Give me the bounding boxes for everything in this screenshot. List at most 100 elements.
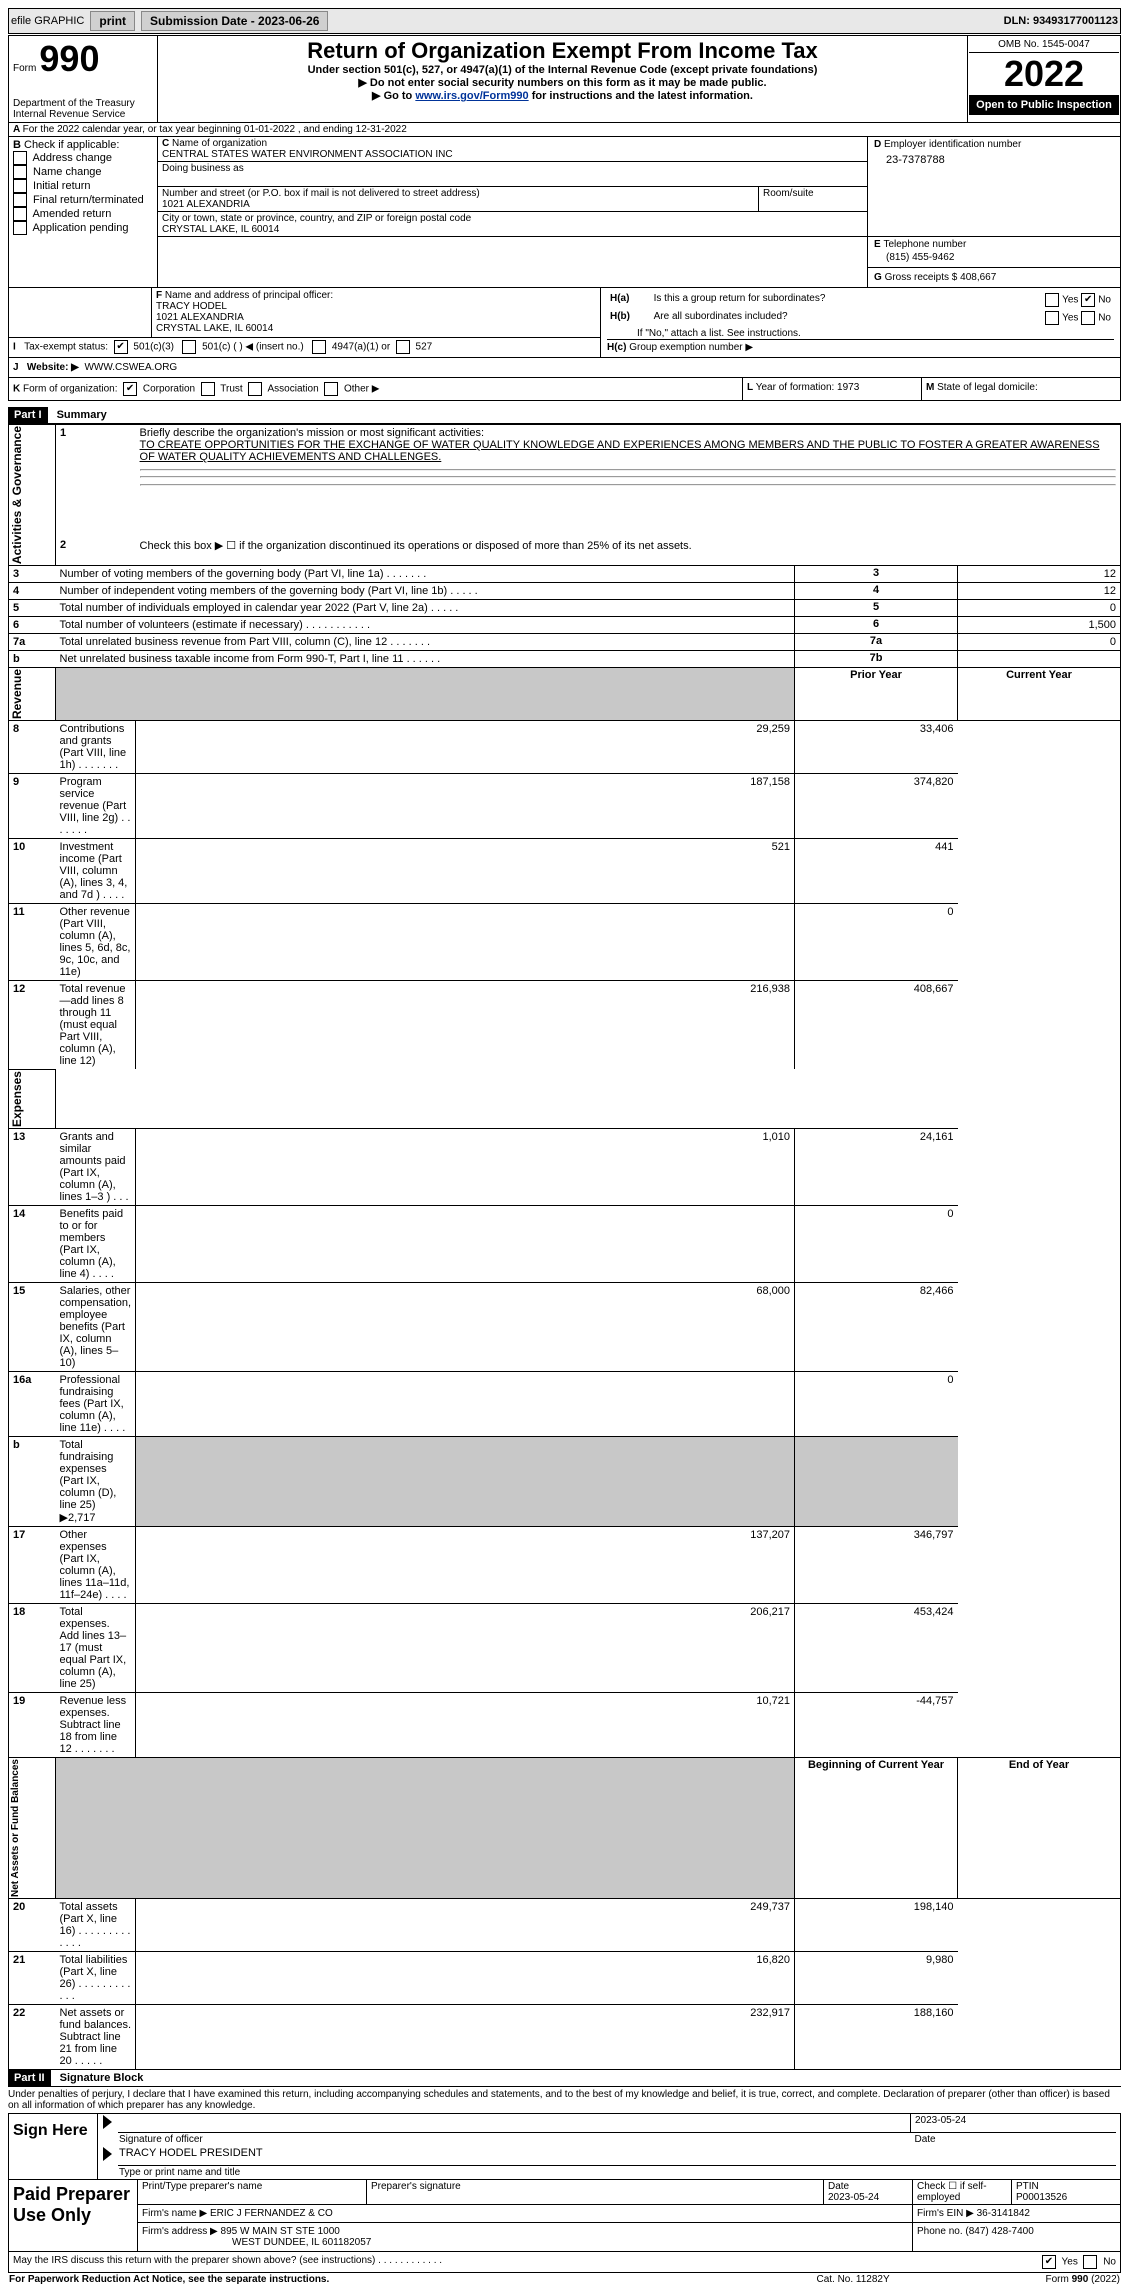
h-note: If "No," attach a list. See instructions… <box>607 328 1114 339</box>
no-hb: No <box>1098 313 1111 324</box>
check-self: Check ☐ if self-employed <box>913 2180 1012 2205</box>
open-to-public: Open to Public Inspection <box>969 95 1119 115</box>
s4947: 4947(a)(1) or <box>332 342 390 353</box>
irs-link[interactable]: www.irs.gov/Form990 <box>415 90 528 102</box>
goto-post: for instructions and the latest informat… <box>529 90 753 102</box>
firm-addr: 895 W MAIN ST STE 1000 <box>221 2226 340 2237</box>
part1-bar: Part I <box>8 407 48 423</box>
year-formation: Year of formation: 1973 <box>756 382 860 393</box>
efile-text: efile GRAPHIC <box>11 15 84 27</box>
type-print-lbl: Type or print name and title <box>118 2165 1116 2179</box>
pra: For Paperwork Reduction Act Notice, see … <box>9 2274 329 2285</box>
ein: 23-7378788 <box>874 150 1114 170</box>
part2-bar: Part II <box>8 2070 51 2086</box>
assoc: Association <box>268 384 319 395</box>
print-button[interactable]: print <box>90 11 135 31</box>
paid-preparer: Paid Preparer Use Only <box>9 2180 138 2252</box>
state-domicile: State of legal domicile: <box>937 382 1038 393</box>
s501c3: 501(c)(3) <box>133 342 174 353</box>
form-990: 990 <box>39 38 99 79</box>
prep-phone: (847) 428-7400 <box>965 2226 1033 2237</box>
check-amended-return[interactable]: Amended return <box>13 207 153 221</box>
check-if: Check if applicable: <box>24 139 119 151</box>
form-label: Form <box>13 63 36 74</box>
gross-lbl: Gross receipts $ <box>885 272 958 283</box>
tax-year: 2022 <box>969 53 1119 95</box>
prep-name-lbl: Print/Type preparer's name <box>142 2181 262 2192</box>
org-name: CENTRAL STATES WATER ENVIRONMENT ASSOCIA… <box>162 149 453 160</box>
line2: Check this box ▶ ☐ if the organization d… <box>136 537 1121 566</box>
ha-lbl: Is this a group return for subordinates? <box>653 292 982 308</box>
begin-hdr: Beginning of Current Year <box>808 1759 944 1771</box>
firm-city: WEST DUNDEE, IL 601182057 <box>142 2237 371 2248</box>
line1-text: TO CREATE OPPORTUNITIES FOR THE EXCHANGE… <box>140 439 1100 463</box>
yes-hb: Yes <box>1062 313 1078 324</box>
ptin-lbl: PTIN <box>1016 2181 1039 2192</box>
line1-lbl: Briefly describe the organization's miss… <box>140 427 484 439</box>
s527: 527 <box>416 342 433 353</box>
efile-topbar: efile GRAPHIC print Submission Date - 20… <box>8 8 1121 34</box>
officer-lbl: Name and address of principal officer: <box>165 290 333 301</box>
street: 1021 ALEXANDRIA <box>162 199 250 210</box>
prep-sig-lbl: Preparer's signature <box>371 2181 461 2192</box>
city-lbl: City or town, state or province, country… <box>162 213 471 224</box>
prep-date: 2023-05-24 <box>828 2192 879 2203</box>
rot-net: Net Assets or Fund Balances <box>10 1759 21 1897</box>
sig-arrow-icon <box>103 2115 112 2129</box>
room-lbl: Room/suite <box>759 187 868 212</box>
officer-addr1: 1021 ALEXANDRIA <box>156 312 244 323</box>
firm-name: ERIC J FERNANDEZ & CO <box>210 2208 333 2219</box>
check-name-change[interactable]: Name change <box>13 165 153 179</box>
prep-date-lbl: Date <box>828 2181 849 2192</box>
check-application-pending[interactable]: Application pending <box>13 221 153 235</box>
tax-status-lbl: Tax-exempt status: <box>24 342 108 353</box>
city: CRYSTAL LAKE, IL 60014 <box>162 224 279 235</box>
website-lbl: Website: ▶ <box>27 362 79 373</box>
current-hdr: Current Year <box>1006 669 1072 681</box>
date-lbl: Date <box>911 2133 1117 2147</box>
prior-hdr: Prior Year <box>850 669 902 681</box>
street-lbl: Number and street (or P.O. box if mail i… <box>162 188 480 199</box>
s501c: 501(c) ( ) ◀ (insert no.) <box>202 342 304 353</box>
ptin: P00013526 <box>1016 2192 1067 2203</box>
dept: Department of the Treasury Internal Reve… <box>13 98 153 120</box>
rot-exp: Expenses <box>10 1071 24 1127</box>
footer-form: 990 <box>1072 2274 1089 2285</box>
sig-date: 2023-05-24 <box>915 2115 966 2126</box>
irs-no: No <box>1103 2256 1116 2267</box>
no-ha: No <box>1098 295 1111 306</box>
check-initial-return[interactable]: Initial return <box>13 179 153 193</box>
yes-ha: Yes <box>1062 295 1078 306</box>
check-final-return-terminated[interactable]: Final return/terminated <box>13 193 153 207</box>
part2-title: Signature Block <box>54 2070 150 2086</box>
may-irs: May the IRS discuss this return with the… <box>13 2255 442 2266</box>
dba-lbl: Doing business as <box>158 162 867 187</box>
end-hdr: End of Year <box>1009 1759 1069 1771</box>
prep-phone-lbl: Phone no. <box>917 2226 963 2237</box>
submission-date: Submission Date - 2023-06-26 <box>141 11 328 31</box>
goto-pre: Go to <box>384 90 416 102</box>
name-lbl: Name of organization <box>172 138 267 149</box>
officer-name: TRACY HODEL <box>156 301 227 312</box>
check-address-change[interactable]: Address change <box>13 151 153 165</box>
dln: DLN: 93493177001123 <box>1004 15 1118 27</box>
firm-addr-lbl: Firm's address ▶ <box>142 2226 218 2237</box>
irs-yes: Yes <box>1062 2256 1078 2267</box>
omb: OMB No. 1545-0047 <box>969 37 1119 53</box>
firm-name-lbl: Firm's name ▶ <box>142 2208 207 2219</box>
gross: 408,667 <box>960 272 996 283</box>
subtitle: Under section 501(c), 527, or 4947(a)(1)… <box>166 64 959 76</box>
hc-lbl: Group exemption number ▶ <box>629 342 753 353</box>
sig-arrow2-icon <box>103 2147 112 2161</box>
officer-addr2: CRYSTAL LAKE, IL 60014 <box>156 323 273 334</box>
corp: Corporation <box>143 384 195 395</box>
sign-here: Sign Here <box>9 2113 98 2179</box>
hb-lbl: Are all subordinates included? <box>653 310 982 326</box>
officer-typed: TRACY HODEL PRESIDENT <box>118 2146 1116 2165</box>
declaration: Under penalties of perjury, I declare th… <box>8 2086 1121 2113</box>
phone: (815) 455-9462 <box>874 250 1114 265</box>
other: Other ▶ <box>344 384 379 395</box>
phone-lbl: Telephone number <box>883 239 966 250</box>
trust: Trust <box>220 384 242 395</box>
ein-lbl: Employer identification number <box>884 139 1021 150</box>
